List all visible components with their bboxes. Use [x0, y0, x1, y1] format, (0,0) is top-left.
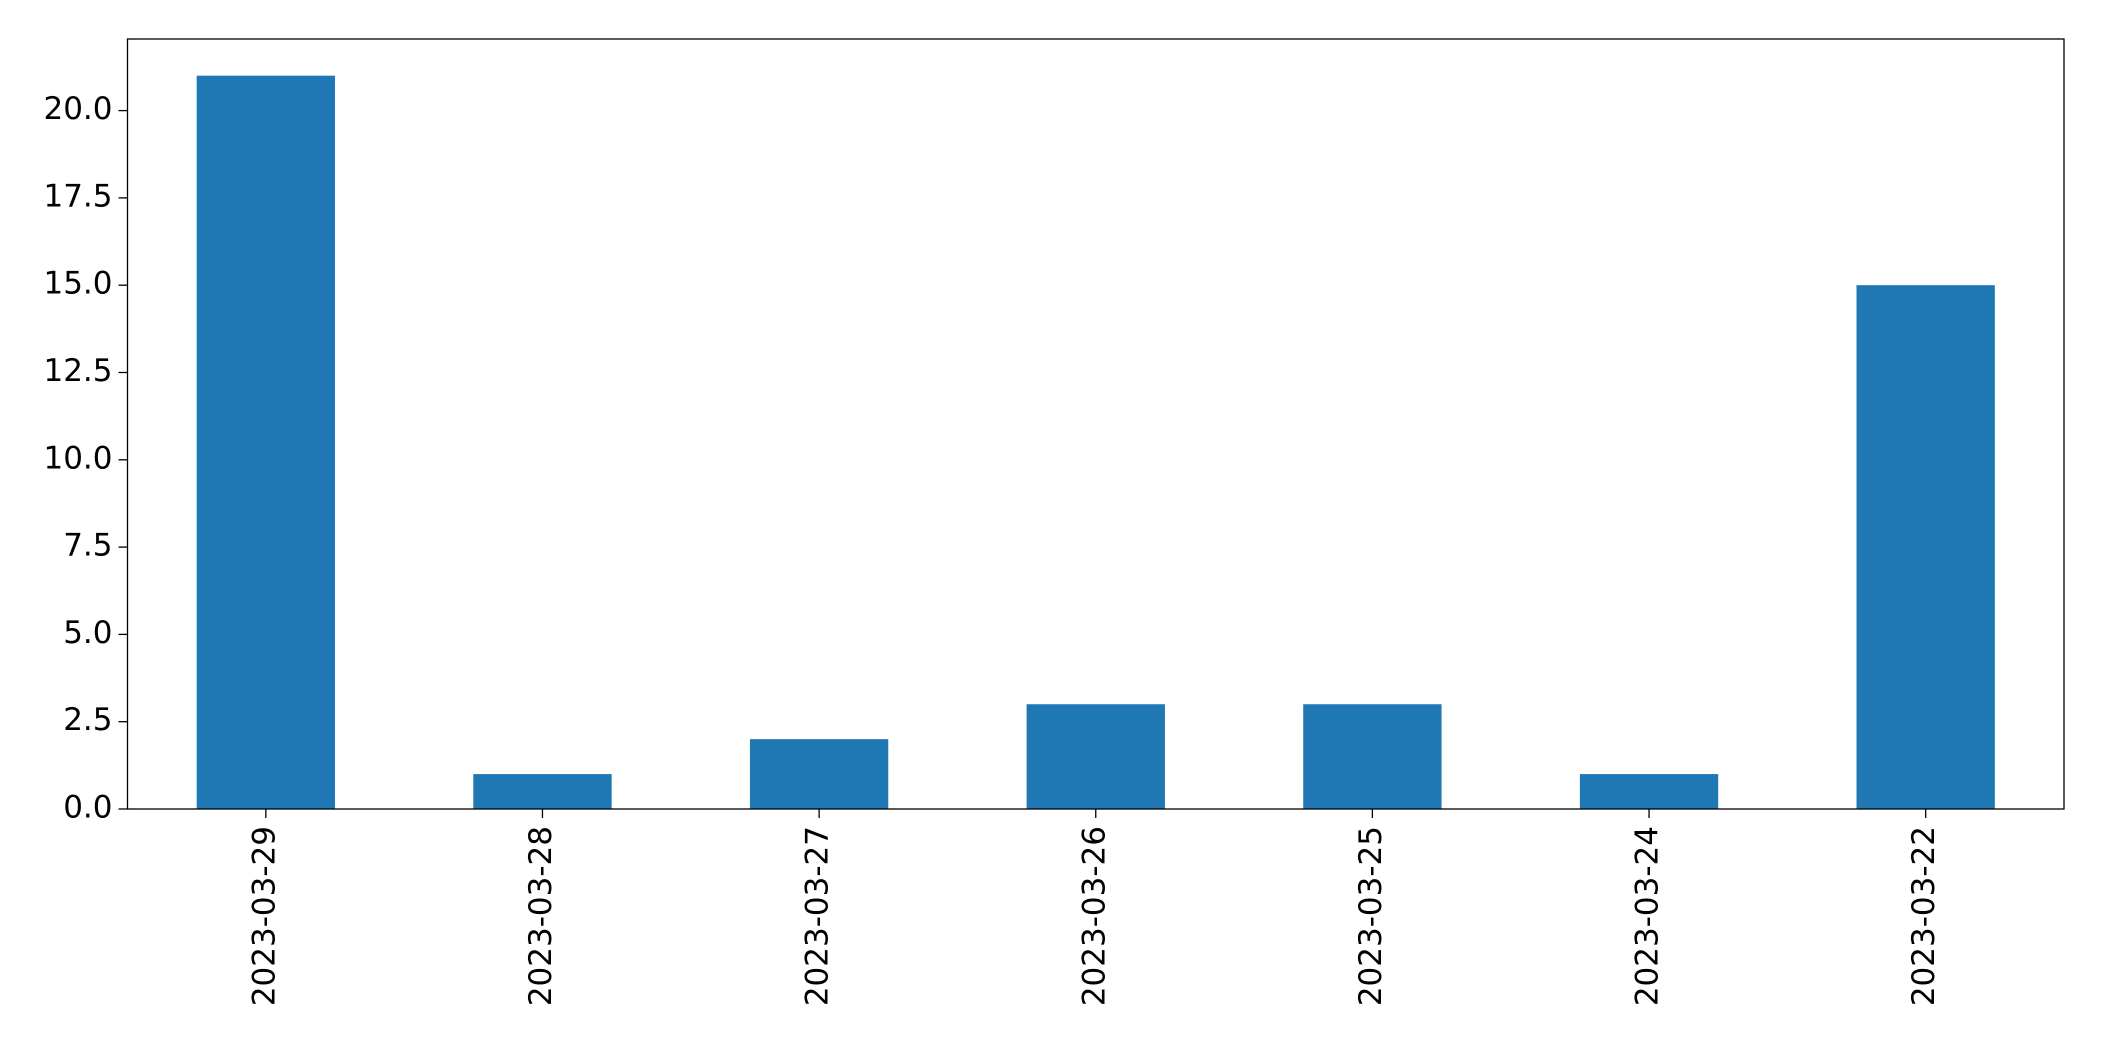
y-tick-label: 12.5	[43, 353, 112, 389]
y-tick-label: 7.5	[63, 528, 112, 564]
y-tick-label: 15.0	[43, 266, 112, 302]
bar	[473, 774, 612, 809]
x-tick-label: 2023-03-26	[1076, 826, 1112, 1006]
x-tick-label: 2023-03-25	[1353, 826, 1389, 1006]
bar	[196, 75, 335, 809]
bar	[1026, 704, 1165, 809]
bar	[1579, 774, 1719, 809]
bar	[1303, 704, 1442, 809]
y-tick-label: 10.0	[43, 440, 112, 476]
x-tick-label: 2023-03-28	[523, 826, 559, 1006]
plot-frame	[126, 38, 2065, 810]
y-tick-label: 17.5	[43, 178, 112, 214]
y-tick-label: 5.0	[63, 615, 112, 651]
x-tick-label: 2023-03-24	[1630, 826, 1666, 1006]
x-tick-label: 2023-03-22	[1906, 826, 1942, 1006]
x-tick-label: 2023-03-29	[246, 826, 282, 1006]
y-tick-label: 2.5	[63, 702, 112, 738]
y-tick-label: 20.0	[43, 91, 112, 127]
x-tick-label: 2023-03-27	[800, 826, 836, 1006]
bar	[1856, 285, 1995, 809]
y-tick-label: 0.0	[63, 790, 112, 826]
bar	[749, 739, 889, 809]
